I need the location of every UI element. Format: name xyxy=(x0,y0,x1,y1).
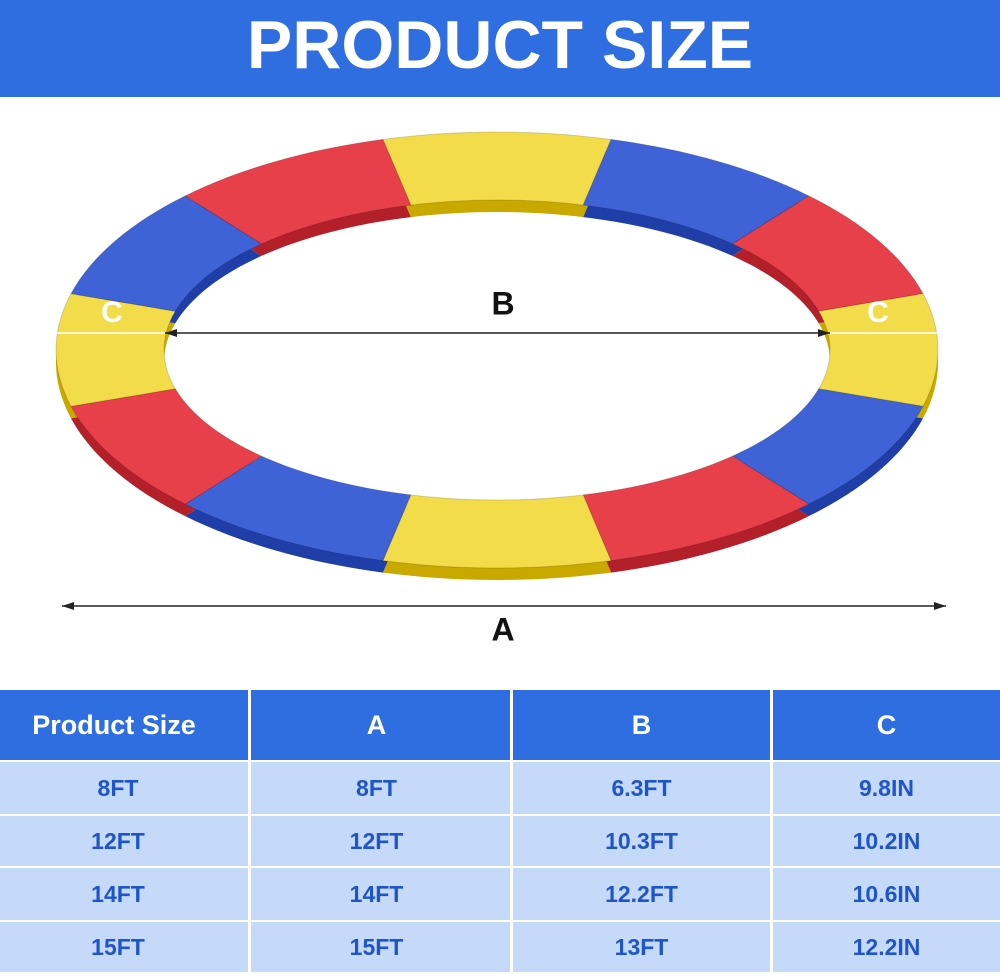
table-cell xyxy=(0,922,248,972)
cell-text: 8FT xyxy=(356,775,397,801)
header-text: B xyxy=(632,710,652,740)
cell-text: 14FT xyxy=(91,881,145,907)
cell-text: 12.2IN xyxy=(853,934,921,960)
arrow-head xyxy=(62,602,74,610)
label-c: C xyxy=(867,296,889,329)
cell-text: 6.3FT xyxy=(611,775,671,801)
cell-text: 9.8IN xyxy=(859,775,914,801)
cell-text: 13FT xyxy=(615,934,669,960)
table-cell xyxy=(251,922,510,972)
table-cell xyxy=(513,816,770,866)
cell-text: 10.6IN xyxy=(853,881,921,907)
label-a: A xyxy=(491,611,514,647)
cell-text: 10.2IN xyxy=(853,828,921,854)
label-b: B xyxy=(491,285,514,321)
table-cell xyxy=(513,868,770,920)
header-text: Product Size xyxy=(32,710,196,740)
table-cell xyxy=(773,816,1000,866)
table-cell xyxy=(251,816,510,866)
header-title: PRODUCT SIZE xyxy=(247,7,753,83)
table-header-cell xyxy=(0,690,248,760)
arrow-head xyxy=(165,329,177,337)
table-cell xyxy=(773,922,1000,972)
header-text: C xyxy=(877,710,897,740)
ring-segment xyxy=(382,494,612,569)
ring-segment xyxy=(184,138,412,245)
table-cell xyxy=(0,868,248,920)
header-text: A xyxy=(367,710,387,740)
cell-text: 15FT xyxy=(350,934,404,960)
table-cell xyxy=(0,762,248,814)
table-cell xyxy=(773,868,1000,920)
cell-text: 15FT xyxy=(91,934,145,960)
table-cell xyxy=(773,762,1000,814)
table-header-cell xyxy=(513,690,770,760)
cell-text: 12FT xyxy=(350,828,404,854)
label-c: C xyxy=(101,296,123,329)
table-cell xyxy=(513,922,770,972)
cell-text: 14FT xyxy=(350,881,404,907)
ring xyxy=(55,131,939,580)
table-cell xyxy=(251,868,510,920)
arrow-head xyxy=(818,329,830,337)
table-header-cell xyxy=(773,690,1000,760)
table-cell xyxy=(251,762,510,814)
cell-text: 8FT xyxy=(98,775,139,801)
cell-text: 12.2FT xyxy=(605,881,678,907)
cell-text: 12FT xyxy=(91,828,145,854)
size-table: Product Size A B C 8FT 8FT 6.3FT 9.8IN 12FT 12FT 1… xyxy=(0,690,1000,972)
cell-text: 10.3FT xyxy=(605,828,678,854)
table-cell xyxy=(0,816,248,866)
header-band xyxy=(0,0,1000,97)
table-cell xyxy=(513,762,770,814)
ring-segment xyxy=(382,131,612,206)
table-header-cell xyxy=(251,690,510,760)
arrow-head xyxy=(934,602,946,610)
dimension-lines xyxy=(55,329,946,610)
